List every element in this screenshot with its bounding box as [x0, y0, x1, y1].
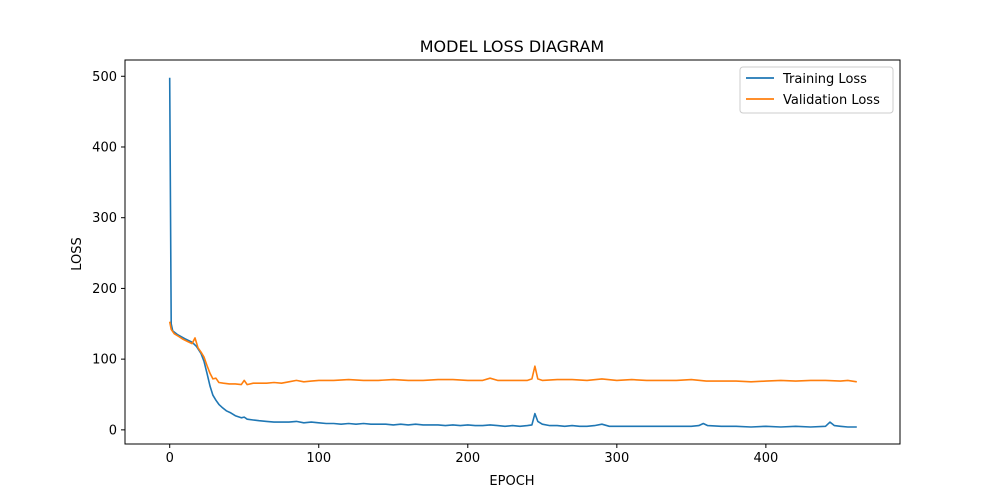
- series-line-1: [168, 321, 857, 386]
- series-line-0: [168, 77, 857, 428]
- x-tick-label: 300: [604, 451, 629, 466]
- x-axis-label: EPOCH: [489, 474, 534, 489]
- y-tick-label: 100: [92, 353, 117, 368]
- x-tick-label: 0: [166, 451, 174, 466]
- y-tick-label: 0: [109, 423, 117, 438]
- legend-label-1: Validation Loss: [783, 93, 880, 108]
- plot-area: [168, 77, 857, 428]
- legend: Training Loss Validation Loss: [739, 66, 894, 114]
- x-tick-label: 100: [306, 451, 331, 466]
- y-tick-label: 300: [92, 211, 117, 226]
- axes-frame: [124, 59, 901, 445]
- legend-box: [739, 66, 894, 114]
- y-tick-label: 200: [92, 282, 117, 297]
- chart-title: MODEL LOSS DIAGRAM: [420, 37, 604, 56]
- y-axis-label: LOSS: [70, 237, 85, 271]
- legend-label-0: Training Loss: [782, 72, 867, 87]
- y-tick-label: 500: [92, 70, 117, 85]
- x-tick-label: 400: [753, 451, 778, 466]
- x-tick-label: 200: [455, 451, 480, 466]
- axis-ticks: 0 100 200 300 400 0 100 200 300 400 500: [92, 70, 778, 466]
- y-tick-label: 400: [92, 140, 117, 155]
